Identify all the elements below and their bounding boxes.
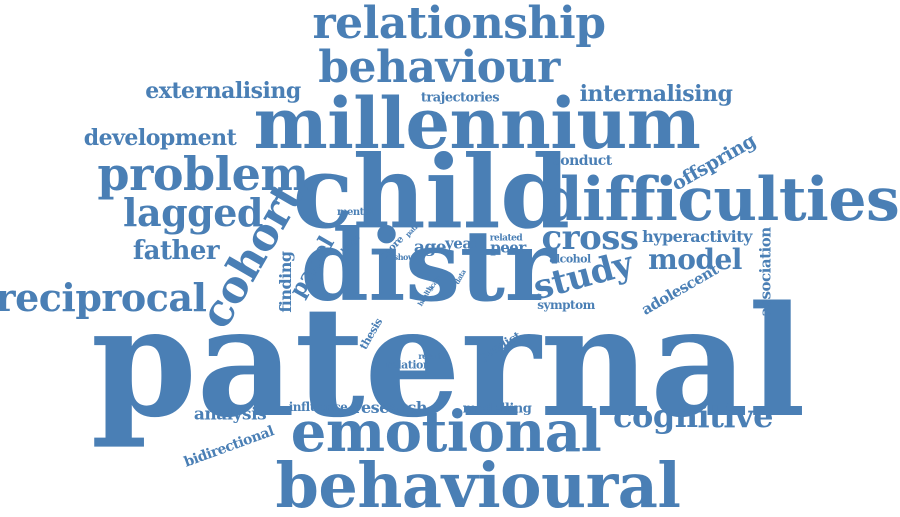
word-internalising: internalising	[579, 81, 733, 107]
word-research: research	[353, 398, 427, 417]
word-cross: cross	[541, 218, 639, 258]
word-related: related	[489, 233, 523, 244]
word-problem: problem	[97, 147, 309, 201]
word-year: year	[445, 234, 479, 253]
word-association: association	[756, 227, 775, 317]
word-model: model	[648, 243, 742, 276]
word-cognitive: cognitive	[612, 397, 774, 435]
word-externalising: externalising	[145, 78, 301, 104]
word-finding: finding	[276, 251, 295, 313]
word-child: child	[292, 133, 571, 251]
word-development: development	[83, 125, 237, 151]
word-alcohol: alcohol	[549, 252, 591, 266]
word-show: show	[393, 252, 415, 262]
word-paternal: paternal	[90, 272, 806, 451]
word-behavioural: behavioural	[275, 449, 681, 517]
word-distr: distr	[300, 209, 556, 324]
word-behaviour: behaviour	[318, 42, 560, 93]
word-hyperactivity: hyperactivity	[642, 227, 752, 246]
word-peer: peer	[490, 238, 526, 257]
word-symptom: symptom	[537, 298, 595, 312]
word-millennium: millennium	[253, 82, 701, 165]
word-result: result	[418, 351, 442, 361]
word-difficulties: difficulties	[540, 165, 900, 235]
word-influence: influence	[288, 400, 348, 414]
word-relation: relation	[385, 358, 431, 372]
word-analysis: analysis	[193, 404, 267, 425]
word-modelling: modelling	[462, 401, 532, 417]
word-emotional: emotional	[290, 399, 602, 465]
word-reciprocal: reciprocal	[0, 275, 207, 320]
word-father: father	[132, 236, 220, 266]
word-relationship: relationship	[312, 0, 606, 49]
word-mental: mental	[336, 207, 374, 218]
word-lagged: lagged	[123, 190, 263, 235]
word-conduct: conduct	[552, 153, 612, 169]
word-age: age	[413, 237, 447, 258]
word-trajectories: trajectories	[420, 90, 500, 106]
